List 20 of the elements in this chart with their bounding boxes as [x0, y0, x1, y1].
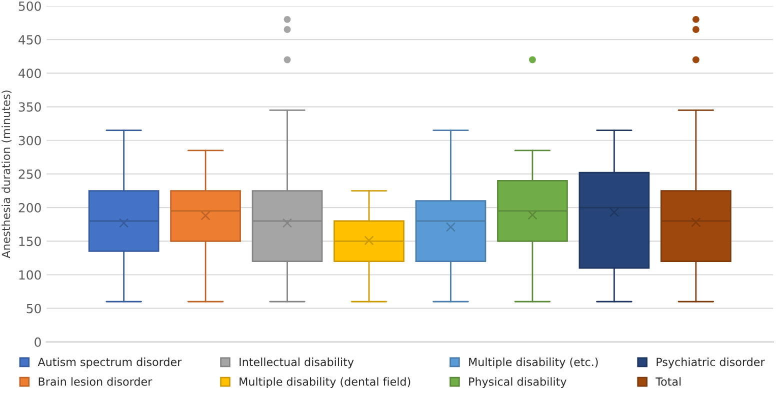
legend-label: Multiple disability (dental field) — [240, 377, 410, 388]
legend-label: Brain lesion disorder — [38, 377, 152, 386]
y-tick-label: 0 — [34, 337, 41, 347]
y-tick-label: 400 — [18, 68, 41, 78]
y-tick-label: 300 — [18, 136, 41, 146]
y-tick-label: 50 — [26, 304, 41, 314]
legend-label: Psychiatric disorder — [656, 358, 765, 368]
y-tick-label: 250 — [18, 169, 41, 179]
legend-label: Autism spectrum disorder — [38, 358, 182, 368]
y-axis-title: Anesthesia duration (minutes) — [2, 90, 12, 258]
y-tick-label: 500 — [18, 1, 41, 11]
y-tick-label: 150 — [19, 236, 41, 246]
y-tick-label: 450 — [18, 35, 41, 45]
legend-label: Intellectual disability — [240, 358, 354, 368]
y-tick-label: 350 — [18, 102, 41, 112]
legend-label: Multiple disability (etc.) — [469, 358, 598, 368]
y-tick-label: 100 — [19, 270, 41, 280]
legend-label: Physical disability — [469, 377, 566, 388]
legend-label: Total — [656, 377, 681, 386]
y-tick-label: 200 — [18, 203, 41, 212]
